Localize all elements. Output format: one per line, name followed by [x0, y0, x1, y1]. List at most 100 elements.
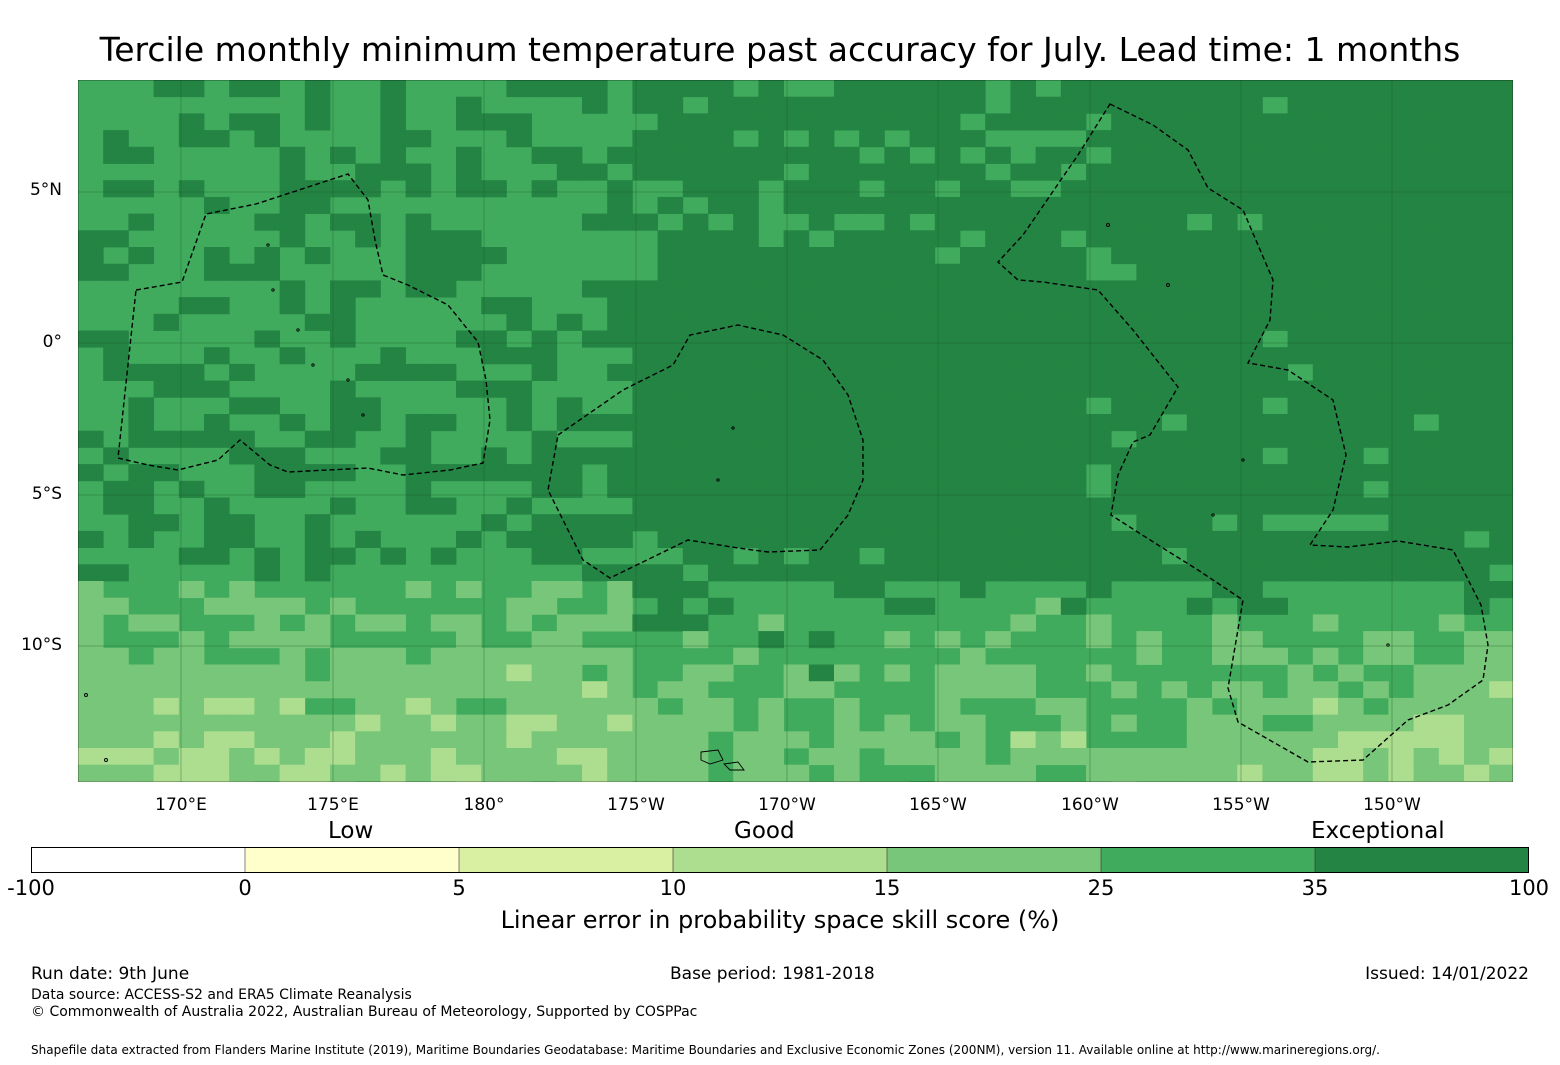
grid-cell — [985, 280, 1011, 298]
grid-cell — [254, 113, 280, 131]
grid-cell — [1212, 647, 1238, 665]
grid-cell — [103, 447, 129, 465]
grid-cell — [1136, 180, 1162, 198]
grid-cell — [330, 213, 356, 231]
grid-cell — [1060, 530, 1087, 548]
grid-cell — [1262, 113, 1288, 131]
grid-cell — [682, 313, 709, 331]
grid-cell — [582, 163, 608, 181]
grid-cell — [1338, 313, 1364, 331]
grid-cell — [1363, 631, 1389, 649]
grid-cell — [859, 497, 885, 515]
grid-cell — [1237, 380, 1263, 398]
grid-cell — [355, 681, 381, 699]
grid-cell — [657, 480, 684, 498]
grid-cell — [1010, 547, 1036, 565]
grid-cell — [1464, 547, 1490, 565]
grid-cell — [1186, 263, 1213, 281]
grid-cell — [380, 781, 406, 782]
grid-cell — [204, 130, 230, 148]
grid-cell — [960, 764, 986, 782]
grid-cell — [103, 230, 129, 248]
grid-cell — [506, 113, 532, 131]
grid-cell — [78, 614, 104, 632]
grid-cell — [632, 748, 658, 766]
grid-cell — [531, 547, 558, 565]
grid-cell — [531, 681, 558, 699]
grid-cell — [1312, 196, 1339, 214]
grid-cell — [632, 397, 658, 415]
grid-cell — [78, 647, 104, 665]
grid-cell — [204, 597, 230, 615]
grid-cell — [758, 714, 784, 732]
grid-cell — [1438, 748, 1465, 766]
grid-cell — [1388, 397, 1414, 415]
grid-cell — [884, 146, 910, 164]
grid-cell — [204, 380, 230, 398]
grid-cell — [582, 280, 608, 298]
grid-cell — [934, 330, 961, 348]
grid-cell — [1111, 497, 1137, 515]
grid-cell — [1010, 731, 1036, 749]
grid-cell — [1035, 597, 1062, 615]
grid-cell — [758, 731, 784, 749]
grid-cell — [1489, 748, 1513, 766]
grid-cell — [1464, 647, 1490, 665]
colorbar-tick-5: 5 — [452, 876, 466, 900]
grid-cell — [531, 714, 558, 732]
grid-cell — [708, 363, 734, 381]
grid-cell — [1312, 748, 1339, 766]
grid-cell — [1161, 380, 1188, 398]
grid-cell — [733, 247, 759, 265]
grid-cell — [657, 514, 684, 532]
grid-cell — [1262, 480, 1288, 498]
grid-cell — [1212, 681, 1238, 699]
grid-cell — [1237, 280, 1263, 298]
grid-cell — [153, 748, 180, 766]
grid-cell — [178, 697, 205, 715]
grid-cell — [884, 363, 910, 381]
grid-cell — [405, 363, 432, 381]
grid-cell — [103, 597, 129, 615]
grid-cell — [279, 480, 306, 498]
grid-cell — [985, 564, 1011, 582]
grid-cell — [1388, 80, 1414, 98]
grid-cell — [1413, 497, 1440, 515]
grid-cell — [733, 213, 759, 231]
grid-cell — [531, 697, 558, 715]
grid-cell — [78, 764, 104, 782]
grid-cell — [304, 530, 331, 548]
grid-cell — [1363, 247, 1389, 265]
grid-cell — [1413, 113, 1440, 131]
grid-cell — [808, 196, 835, 214]
grid-cell — [1287, 380, 1314, 398]
grid-cell — [1010, 748, 1036, 766]
grid-cell — [834, 163, 860, 181]
grid-cell — [481, 464, 507, 482]
grid-cell — [1212, 447, 1238, 465]
grid-cell — [1413, 547, 1440, 565]
grid-cell — [758, 96, 784, 114]
grid-cell — [708, 180, 734, 198]
grid-cell — [506, 731, 532, 749]
grid-cell — [481, 380, 507, 398]
grid-cell — [1161, 80, 1188, 98]
grid-cell — [657, 263, 684, 281]
grid-cell — [204, 781, 230, 782]
grid-cell — [859, 347, 885, 365]
grid-cell — [1136, 163, 1162, 181]
grid-cell — [1338, 397, 1364, 415]
grid-cell — [733, 480, 759, 498]
grid-cell — [884, 397, 910, 415]
grid-cell — [834, 230, 860, 248]
grid-cell — [1287, 163, 1314, 181]
grid-cell — [1186, 80, 1213, 98]
grid-cell — [657, 247, 684, 265]
colorbar-tick-100: 100 — [1508, 876, 1550, 900]
grid-cell — [682, 681, 709, 699]
grid-cell — [783, 731, 810, 749]
grid-cell — [1464, 397, 1490, 415]
grid-cell — [808, 631, 835, 649]
grid-cell — [934, 464, 961, 482]
grid-cell — [985, 113, 1011, 131]
